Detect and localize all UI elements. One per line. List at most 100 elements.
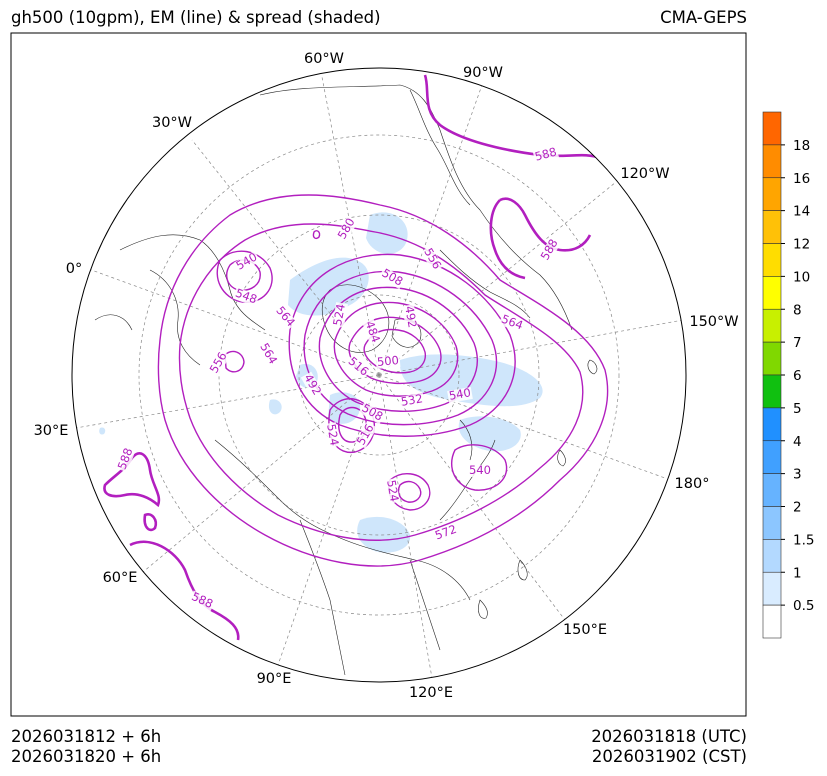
longitude-labels: 60°W 90°W 30°W 120°W 0° 150°W 30°E 180° 60°E 150°… <box>34 51 739 701</box>
colorbar-segment <box>762 604 782 639</box>
contour-label-bg <box>432 523 460 543</box>
map-frame <box>10 32 747 717</box>
longitude-label: 30°E <box>34 423 69 439</box>
colorbar-segment <box>762 276 782 310</box>
contour-label: 524 <box>324 423 342 447</box>
colorbar-label: 2 <box>793 500 802 516</box>
contour-label-bg <box>420 245 444 273</box>
colorbar-label: 1 <box>793 565 802 581</box>
longitude-label: 30°W <box>152 115 192 131</box>
longitude-label: 0° <box>66 261 82 277</box>
init-time-cst: 2026031820 + 6h <box>11 747 162 766</box>
contour-label-bg <box>362 318 382 346</box>
init-time-utc: 2026031812 + 6h <box>11 727 162 746</box>
colorbar-label: 5 <box>793 401 802 417</box>
coastlines <box>94 84 598 676</box>
longitude-label: 150°E <box>563 622 607 638</box>
model-name: CMA-GEPS <box>660 8 747 27</box>
contour-label: 500 <box>376 353 399 369</box>
colorbar-segment <box>762 539 782 573</box>
contour-label: 540 <box>469 463 491 477</box>
contour-label-bg <box>332 302 348 328</box>
contour-label-bg <box>384 478 400 504</box>
longitude-label: 150°W <box>689 314 738 330</box>
colorbar-segment <box>762 506 782 540</box>
contour-label-bg <box>344 354 372 380</box>
colorbar-segment <box>762 111 782 146</box>
contour-label: 564 <box>500 312 525 333</box>
contour-label-bg <box>399 393 425 409</box>
contour-label-bg <box>335 215 359 243</box>
colorbar: 18 16 14 12 10 8 7 6 5 4 3 2 1.5 1 0.5 <box>762 111 814 639</box>
colorbar-segment <box>762 243 782 277</box>
colorbar-label: 0.5 <box>793 598 814 614</box>
contour-labels: 5805565885885405485085645645244844925005… <box>115 144 562 612</box>
contour-label-bg <box>358 401 386 425</box>
longitude-label: 60°W <box>304 51 344 67</box>
colorbar-segment <box>762 407 782 442</box>
colorbar-segment <box>762 144 782 179</box>
contour-label-bg <box>538 236 562 264</box>
contour-label-bg <box>188 590 216 612</box>
valid-time-utc: 2026031818 (UTC) <box>591 727 747 746</box>
colorbar-segment <box>762 308 782 343</box>
contour-label-bg <box>116 445 136 473</box>
em-contours <box>157 194 609 567</box>
longitude-label: 60°E <box>103 570 138 586</box>
contour-label: 532 <box>400 391 424 409</box>
colorbar-label: 8 <box>793 302 802 318</box>
contour-label-bg <box>272 303 298 331</box>
contour-label: 492 <box>402 305 420 329</box>
contour-label: 588 <box>533 144 558 163</box>
contour-label-bg <box>468 465 492 477</box>
contour-label-bg <box>207 349 231 377</box>
longitude-label: 120°W <box>620 166 669 182</box>
contour-label: 524 <box>384 479 402 503</box>
colorbar-label: 14 <box>793 204 810 220</box>
colorbar-label: 18 <box>793 138 810 154</box>
globe-outline <box>71 67 687 683</box>
colorbar-label: 6 <box>793 368 802 384</box>
colorbar-segment <box>762 177 782 211</box>
contour-label-bg <box>354 421 378 449</box>
colorbar-label: 16 <box>793 171 810 187</box>
init-time-block: 2026031812 + 6h 2026031820 + 6h <box>11 727 161 767</box>
colorbar-segment <box>762 374 782 409</box>
contour-label-bg <box>402 304 418 330</box>
contour-label-bg <box>233 250 261 274</box>
colorbar-segment <box>762 210 782 244</box>
colorbar-label: 3 <box>793 467 802 483</box>
longitude-label: 90°W <box>463 65 503 81</box>
contour-label-bg <box>447 387 473 403</box>
contour-label: 548 <box>234 286 259 307</box>
contour-label-bg <box>256 340 280 368</box>
colorbar-segment <box>762 473 782 507</box>
colorbar-label: 12 <box>793 237 810 253</box>
contour-label-bg <box>324 422 340 448</box>
contour-label-bg <box>300 371 324 399</box>
contour-label-bg <box>375 354 401 370</box>
longitude-label: 120°E <box>409 685 453 701</box>
contour-label-bg <box>498 313 526 333</box>
longitude-label: 90°E <box>257 671 292 687</box>
map-title: gh500 (10gpm), EM (line) & spread (shade… <box>11 8 381 27</box>
globe-contents <box>75 74 684 679</box>
contour-label: 588 <box>115 446 136 471</box>
colorbar-label: 10 <box>793 269 810 285</box>
graticule <box>75 76 684 679</box>
contour-label: 572 <box>433 522 458 543</box>
colorbar-segment <box>762 341 782 376</box>
contour-label-bg <box>232 287 260 307</box>
colorbar-label: 1.5 <box>793 532 814 548</box>
longitude-label: 180° <box>675 476 710 492</box>
contour-label: 524 <box>330 303 348 327</box>
colorbar-label: 7 <box>793 335 802 351</box>
colorbar-segment <box>762 440 782 474</box>
valid-time-cst: 2026031902 (CST) <box>591 747 747 766</box>
contour-label: 540 <box>448 385 472 403</box>
valid-time-block: 2026031818 (UTC) 2026031902 (CST) <box>591 727 747 767</box>
colorbar-segment <box>762 571 782 606</box>
contour-label: 484 <box>363 319 384 344</box>
colorbar-label: 4 <box>793 434 802 450</box>
